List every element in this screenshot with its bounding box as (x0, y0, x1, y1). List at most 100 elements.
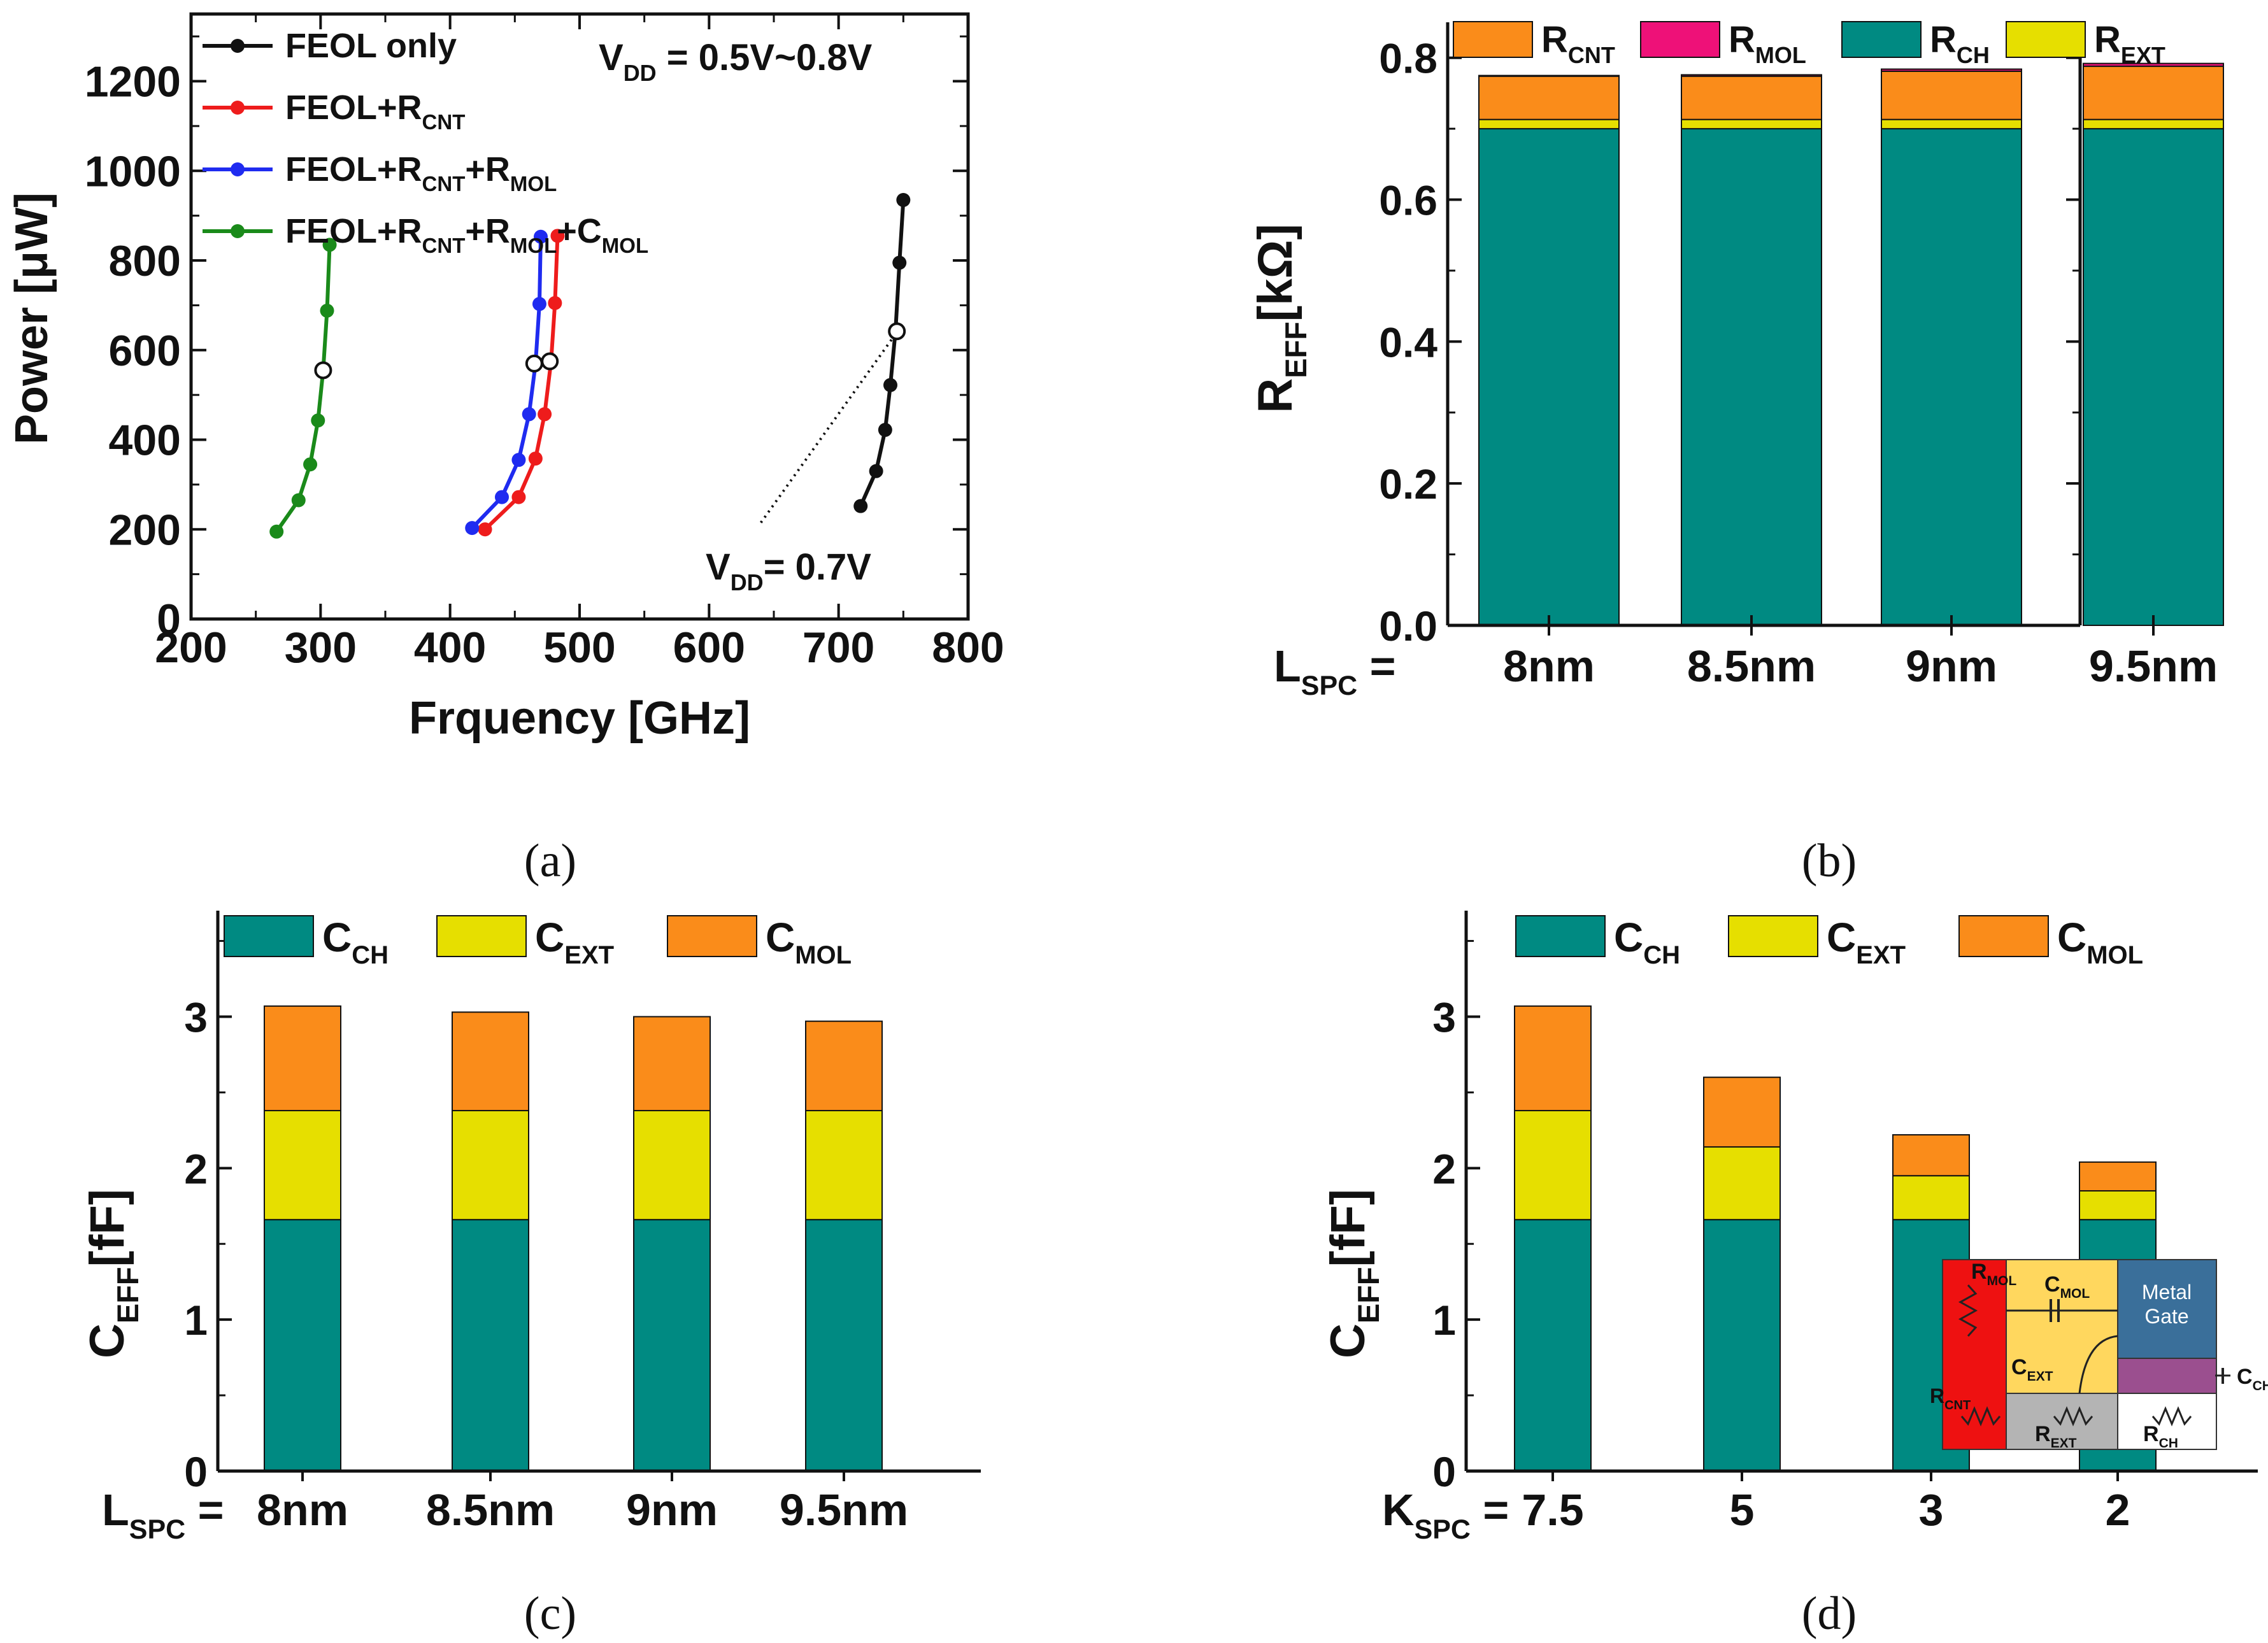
data-point (495, 490, 509, 504)
series-line-1 (483, 236, 560, 531)
bar-rext-0 (1478, 118, 1620, 130)
x-axis-prefix: LSPC = (1274, 641, 1396, 701)
bar-cext-1 (1703, 1146, 1781, 1221)
legend-label-2: RCH (1930, 19, 1990, 68)
legend-label-2: FEOL+RCNT+RMOL (285, 150, 557, 196)
legend-swatch-1 (436, 915, 527, 957)
x-category-label: 8.5nm (426, 1485, 555, 1535)
legend-label-0: FEOL only (285, 27, 457, 65)
legend-swatch-1 (1640, 21, 1720, 58)
series-line-3 (275, 245, 332, 533)
data-point (320, 303, 334, 318)
x-category-label: 9.5nm (2089, 641, 2218, 691)
panel-b-reff-bar-chart: 8nm 8.5nm 9nm 9.5nm 0.0 0.2 0.4 0.6 0.8 REFF[kΩ] L… (1248, 19, 2224, 701)
legend-label-3: REXT (2094, 19, 2165, 68)
x-category-label: 9nm (1906, 641, 1997, 691)
vdd-range-annotation: VDD = 0.5V~0.8V (599, 37, 873, 86)
data-point (311, 413, 325, 428)
legend-label-1: CEXT (1827, 914, 1906, 969)
bar-rmol-3 (2083, 62, 2224, 68)
data-point (883, 378, 897, 392)
data-point (511, 453, 526, 467)
bar-cext-3 (2079, 1190, 2157, 1221)
bar-rmol-1 (1681, 74, 1822, 77)
x-tick-label: 500 (543, 623, 615, 672)
data-point (878, 423, 892, 437)
bar-cmol-2 (1892, 1134, 1970, 1177)
legend-label-1: FEOL+RCNT (285, 89, 465, 134)
series-line-0 (859, 199, 906, 507)
legend-label-2: CMOL (2057, 914, 2143, 969)
x-category-label: 2 (2106, 1485, 2130, 1535)
legend-label-2: CMOL (766, 914, 852, 969)
y-axis-title: Power [μW] (6, 192, 57, 445)
x-category-label: 8nm (1503, 641, 1595, 691)
legend-swatch-2 (1841, 21, 1922, 58)
bar-cext-0 (1514, 1109, 1592, 1221)
bar-cmol-1 (452, 1011, 529, 1111)
legend-label-1: RMOL (1729, 19, 1806, 68)
y-tick-label: 0 (1432, 1448, 1456, 1495)
legend-marker-2 (231, 162, 245, 176)
panel-label-c: (c) (524, 1588, 577, 1640)
data-point (896, 193, 911, 208)
panel-c-ceff-lspc-bar-chart: 8nm 8.5nm 9nm 9.5nm 0 1 2 3 CEFF[fF] LSPC = CCH CEX… (80, 911, 981, 1545)
inset-cch-label: CCH (2237, 1365, 2268, 1393)
data-point (550, 229, 565, 243)
inset-cext-wire (2078, 1335, 2118, 1394)
bar-cext-2 (633, 1109, 711, 1221)
x-category-label: 9nm (626, 1485, 718, 1535)
inset-rch-label: RCH (2143, 1422, 2178, 1451)
legend-swatch-3 (2006, 21, 2086, 58)
y-tick-label: 0.0 (1379, 602, 1437, 650)
legend-marker-1 (231, 101, 245, 115)
y-tick-label: 0 (157, 595, 181, 644)
inset-cext-label: CEXT (2011, 1355, 2053, 1384)
bar-rext-3 (2083, 118, 2224, 130)
bar-rcnt-1 (1681, 75, 1822, 120)
vdd-07-marker (541, 352, 559, 371)
x-axis-title: Frquency [GHz] (409, 693, 750, 744)
x-axis-prefix: KSPC = (1382, 1485, 1509, 1545)
y-tick-label: 1200 (85, 58, 181, 106)
inset-rch-block (2117, 1393, 2217, 1450)
y-axis-title: CEFF[fF] (1321, 1189, 1385, 1358)
vdd-07-marker (314, 361, 332, 380)
legend-label-0: RCNT (1541, 19, 1615, 68)
data-point (478, 522, 492, 537)
y-tick-label: 3 (184, 993, 208, 1041)
y-tick-label: 2 (184, 1145, 208, 1192)
y-tick-label: 0.8 (1379, 35, 1437, 82)
data-point (853, 499, 868, 513)
vdd-guide-line (760, 331, 898, 523)
inset-rext-label: REXT (2035, 1422, 2077, 1451)
legend-swatch-0 (1515, 915, 1606, 957)
data-point (548, 295, 562, 310)
x-tick-label: 200 (155, 623, 227, 672)
bar-rext-2 (1881, 118, 2022, 130)
bar-cmol-2 (633, 1016, 711, 1111)
inset-gate-label: Gate (2144, 1305, 2188, 1328)
bar-cext-2 (1892, 1175, 1970, 1221)
data-point (892, 255, 907, 270)
legend-swatch-0 (224, 915, 314, 957)
bar-rcnt-2 (1881, 70, 2022, 120)
bar-rch-3 (2083, 128, 2224, 626)
bar-rcnt-3 (2083, 66, 2224, 120)
bar-cmol-3 (805, 1020, 883, 1111)
panel-d-ceff-kspc-bar-chart: 7.5 5 3 2 0 1 2 3 CEFF[fF] KSPC = CCH CEXT CMOL RMOL C… (1321, 911, 2268, 1545)
x-tick-label: 700 (802, 623, 874, 672)
data-point (522, 407, 536, 422)
inset-rext-resistor (2053, 1406, 2093, 1426)
data-point (511, 490, 526, 504)
y-axis-title: CEFF[fF] (80, 1189, 145, 1358)
y-tick-label: 1 (1432, 1297, 1456, 1344)
y-tick-label: 400 (109, 416, 181, 465)
bar-rch-2 (1881, 128, 2022, 626)
data-point (869, 464, 883, 478)
vdd-07-marker (888, 322, 906, 341)
inset-rcnt-label: RCNT (1930, 1384, 1971, 1412)
y-tick-label: 1 (184, 1297, 208, 1344)
bar-cext-1 (452, 1109, 529, 1221)
